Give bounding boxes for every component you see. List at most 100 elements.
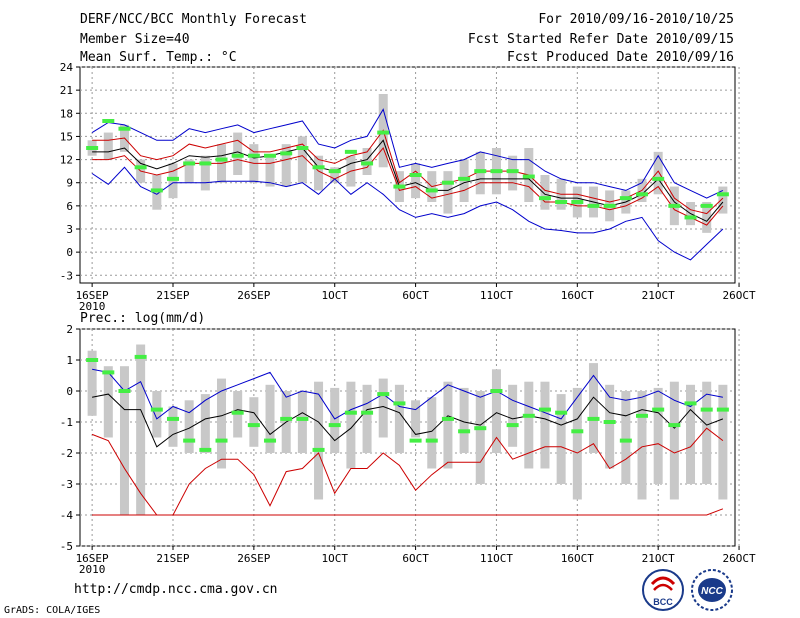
y-tick-label: -2 — [60, 447, 73, 460]
precip-title: Prec.: log(mm/d) — [80, 311, 205, 326]
y-tick-label: 15 — [60, 130, 73, 143]
green-mark — [247, 153, 260, 158]
green-mark — [247, 423, 260, 428]
range-bar — [152, 391, 162, 438]
range-bar — [330, 167, 340, 183]
series-line — [91, 166, 724, 261]
x-tick-label: 21OCT — [642, 289, 675, 302]
range-bar — [314, 155, 324, 191]
x-tick-label: 21SEP — [156, 552, 189, 565]
green-mark — [312, 165, 325, 170]
green-mark — [425, 438, 438, 443]
green-mark — [312, 447, 325, 452]
ncc-logo: NCC — [691, 569, 733, 611]
y-tick-label: 1 — [66, 354, 73, 367]
x-tick-label: 1OCT — [321, 289, 348, 302]
y-tick-label: 2 — [66, 323, 73, 336]
range-bar — [103, 366, 113, 438]
range-bar — [540, 381, 550, 469]
green-mark — [684, 401, 697, 406]
green-mark — [393, 184, 406, 189]
green-mark — [166, 176, 179, 181]
source-url[interactable]: http://cmdp.ncc.cma.gov.cn — [74, 582, 278, 597]
range-bar — [459, 387, 469, 453]
green-mark — [183, 438, 196, 443]
x-tick-label: 21OCT — [642, 552, 675, 565]
green-mark — [280, 416, 293, 421]
plot-frame — [79, 328, 736, 547]
green-mark — [296, 416, 309, 421]
series-line — [92, 368, 723, 420]
green-mark — [652, 407, 665, 412]
green-mark — [668, 203, 681, 208]
green-mark — [490, 169, 503, 174]
range-bar — [200, 155, 210, 191]
range-bar — [718, 186, 728, 214]
range-bar — [427, 397, 437, 469]
range-bar — [605, 384, 615, 469]
range-bar — [87, 350, 97, 416]
x-tick-label: 16SEP — [76, 552, 109, 565]
green-mark — [555, 200, 568, 204]
y-tick-label: 21 — [60, 84, 73, 97]
range-bar — [265, 155, 275, 187]
green-mark — [522, 413, 535, 418]
green-mark — [571, 429, 584, 434]
green-mark — [603, 203, 616, 208]
series-line — [92, 508, 724, 516]
range-bar — [669, 381, 679, 500]
range-bar — [443, 171, 453, 214]
x-tick-label: 21SEP — [156, 289, 189, 302]
x-tick-year: 2010 — [79, 563, 106, 576]
green-mark — [668, 423, 681, 428]
y-tick-label: -4 — [60, 509, 74, 522]
green-mark — [86, 358, 99, 362]
green-mark — [183, 161, 196, 166]
green-mark — [700, 203, 713, 208]
green-mark — [328, 169, 341, 174]
green-mark — [231, 410, 244, 415]
x-tick-label: 1OCT — [321, 552, 348, 565]
x-tick-label: 16SEP — [76, 289, 109, 302]
green-mark — [490, 389, 503, 393]
green-mark — [150, 188, 163, 193]
x-tick-label: 26SEP — [237, 552, 270, 565]
range-bar — [330, 387, 340, 453]
x-tick-label: 26SEP — [237, 289, 270, 302]
green-mark — [280, 151, 293, 156]
forecast-period: For 2010/09/16-2010/10/25 — [538, 12, 734, 27]
green-mark — [619, 438, 632, 443]
green-mark — [538, 196, 551, 201]
range-bar — [702, 202, 712, 233]
series-line — [92, 393, 724, 448]
green-mark — [215, 157, 228, 162]
green-mark — [506, 169, 519, 174]
range-bar — [491, 369, 501, 453]
y-tick-label: 6 — [66, 200, 73, 213]
range-bar — [540, 175, 550, 210]
green-mark — [587, 416, 600, 421]
green-mark — [636, 413, 649, 418]
range-bar — [556, 394, 566, 484]
green-mark — [86, 146, 99, 150]
range-bar — [119, 366, 129, 515]
produced-date: Fcst Produced Date 2010/09/16 — [507, 50, 734, 65]
y-tick-label: 24 — [60, 61, 74, 74]
range-bar — [136, 344, 146, 515]
green-mark — [409, 173, 422, 177]
range-bar — [281, 144, 291, 187]
green-mark — [344, 149, 357, 154]
x-tick-label: 6OCT — [402, 552, 429, 565]
member-size: Member Size=40 — [80, 32, 190, 47]
range-bar — [184, 400, 194, 453]
series-line — [92, 129, 724, 215]
green-mark — [361, 161, 374, 166]
range-bar — [686, 384, 696, 484]
green-mark — [522, 174, 535, 179]
range-bar — [297, 136, 307, 183]
green-mark — [425, 188, 438, 193]
green-mark — [684, 215, 697, 220]
x-tick-label: 11OCT — [480, 289, 513, 302]
green-mark — [134, 165, 147, 170]
green-mark — [264, 153, 277, 158]
